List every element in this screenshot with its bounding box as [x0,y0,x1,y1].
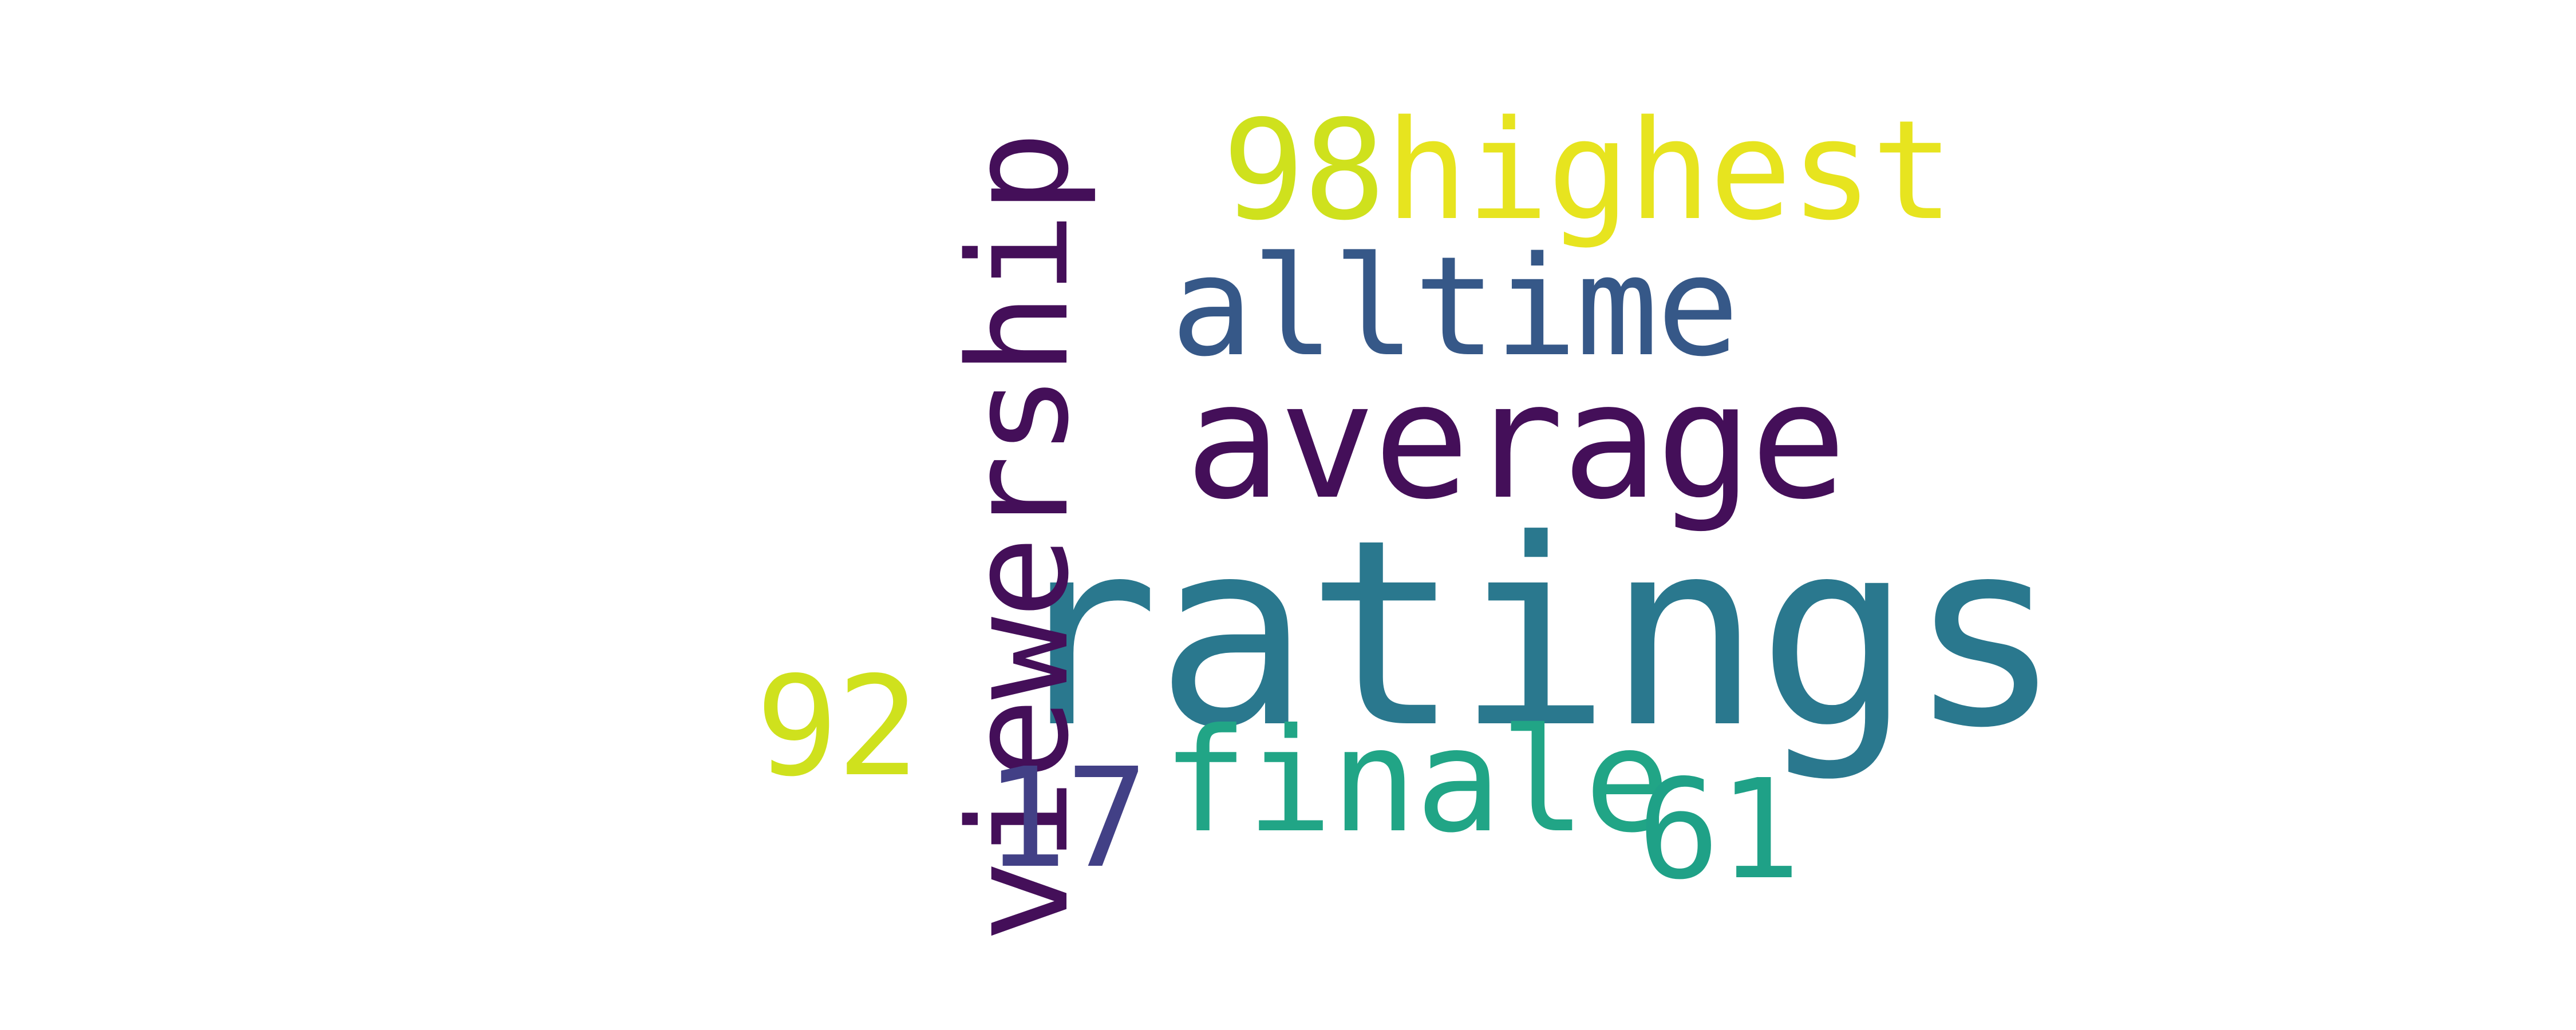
word-finale: finale [1162,698,1670,864]
word-average: average [1185,348,1847,535]
word-92: 92 [756,647,919,807]
word-highest: highest [1385,90,1954,251]
word-61: 61 [1637,750,1801,910]
word-alltime: alltime [1171,227,1739,387]
word-17: 17 [985,738,1148,898]
word-98: 98 [1222,90,1386,251]
word-ratings: ratings [1005,485,2063,785]
